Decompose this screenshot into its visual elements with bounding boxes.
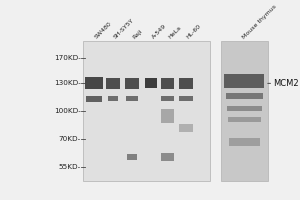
Bar — [106, 78, 120, 89]
Bar — [126, 96, 138, 101]
Bar — [221, 41, 268, 181]
Text: SH-SY5Y: SH-SY5Y — [113, 17, 135, 40]
Bar — [160, 96, 175, 101]
Bar — [227, 106, 262, 111]
Bar — [160, 109, 175, 123]
Bar — [145, 78, 158, 88]
Text: SW480: SW480 — [94, 21, 113, 40]
Bar — [179, 78, 193, 89]
Text: 170KD-: 170KD- — [54, 55, 80, 61]
Text: 55KD-: 55KD- — [58, 164, 80, 170]
Text: 70KD-: 70KD- — [58, 136, 80, 142]
Bar — [160, 78, 175, 89]
Bar — [179, 124, 193, 132]
Bar — [228, 117, 261, 122]
Text: Raji: Raji — [132, 28, 144, 40]
Bar — [127, 154, 137, 160]
Bar — [125, 78, 139, 89]
Bar — [179, 96, 193, 101]
Text: A-549: A-549 — [151, 23, 167, 40]
Text: MCM2: MCM2 — [268, 79, 299, 88]
Text: HeLa: HeLa — [167, 25, 182, 40]
Bar — [108, 96, 118, 101]
Bar — [86, 96, 102, 102]
Text: 130KD-: 130KD- — [54, 80, 80, 86]
Bar — [83, 41, 210, 181]
Bar — [160, 153, 175, 161]
Bar — [229, 138, 260, 146]
Bar — [226, 93, 263, 99]
Bar — [85, 77, 103, 89]
Text: 100KD-: 100KD- — [54, 108, 80, 114]
Text: HL-60: HL-60 — [186, 23, 202, 40]
Bar — [224, 74, 264, 88]
Text: Mouse thymus: Mouse thymus — [242, 3, 278, 40]
